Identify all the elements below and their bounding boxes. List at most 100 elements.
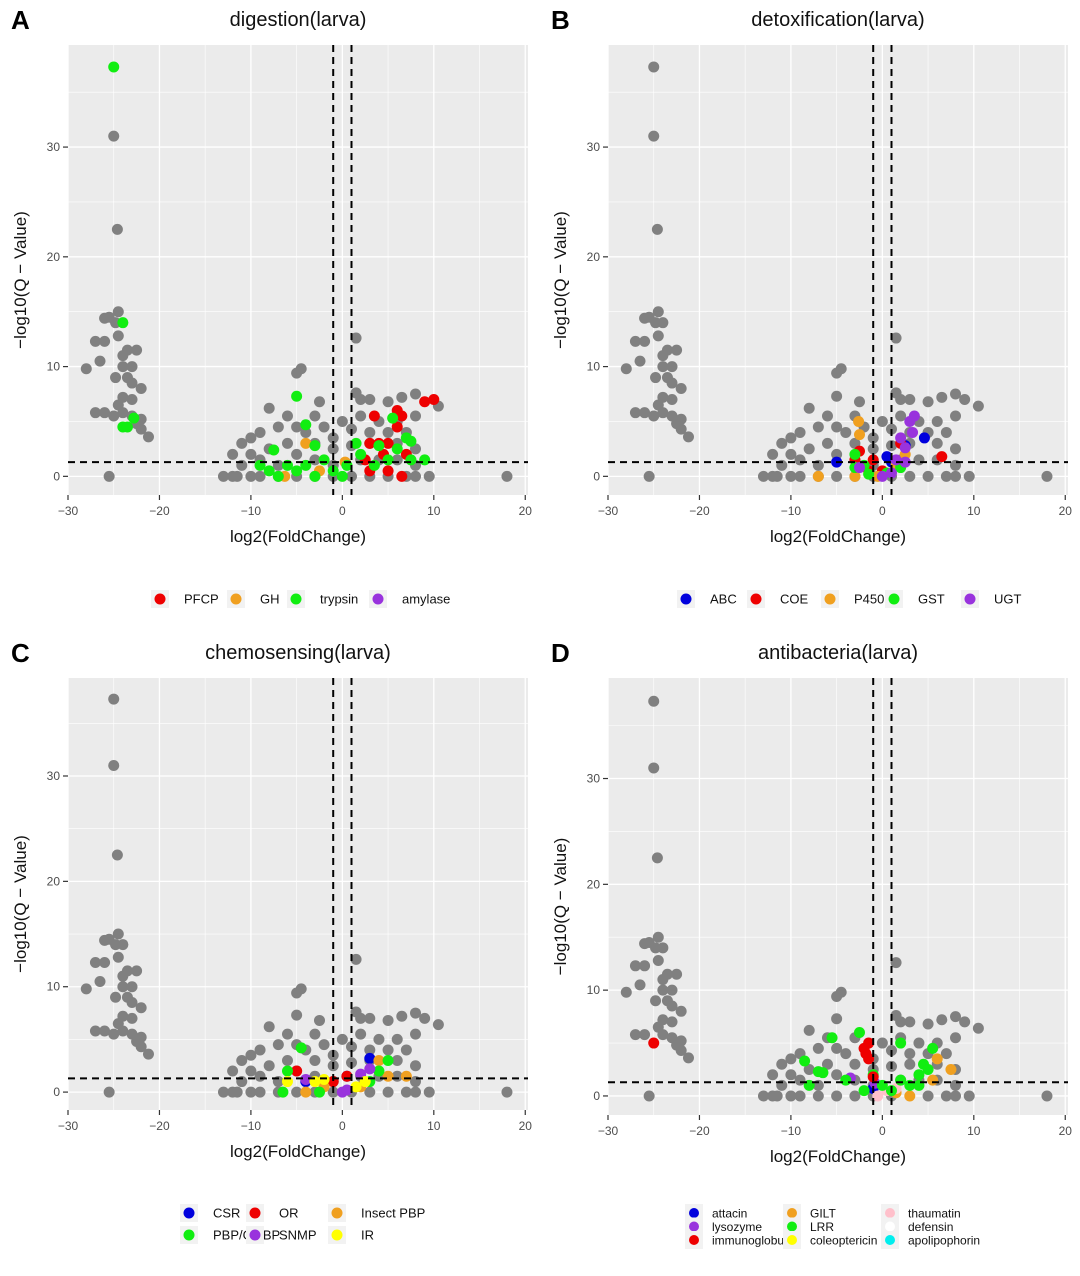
y-tick-label: 20 [587,877,601,891]
point-other [231,470,243,482]
point-other [99,1025,111,1037]
point-other [410,1028,422,1040]
point-trypsin [291,465,303,477]
point-other [263,1021,275,1033]
point-other [272,421,284,433]
point-other [652,931,664,943]
point-ugt [885,467,897,479]
point-other [336,1033,348,1045]
point-other [643,470,655,482]
point-or [291,1065,303,1077]
legend-marker [787,1208,797,1218]
point-other [963,1090,975,1102]
point-other [309,1028,321,1040]
x-tick-label: 0 [339,1119,346,1133]
point-other [666,361,678,373]
legend-item: GH [227,590,280,608]
point-other [410,410,422,422]
point-pfcp [396,470,408,482]
legend-label: LRR [810,1220,834,1234]
point-other [794,1090,806,1102]
point-snmp [341,1084,353,1096]
point-other [126,394,138,406]
legend-marker [787,1221,797,1232]
points [620,695,1053,1102]
legend-label: GH [260,592,280,607]
point-other [126,361,138,373]
point-other [657,361,669,373]
y-axis-label: −log10(Q − Value) [11,835,30,973]
panel-c: −30 −20 −10 0 10 20 0 10 20 30 chemosensing(larva)… [11,638,532,1244]
point-other [117,1025,129,1037]
point-other [103,1086,115,1098]
point-other [350,332,362,344]
point-other [117,939,129,951]
point-other [652,955,664,967]
y-axis-label: −log10(Q − Value) [551,838,570,976]
point-other [227,448,239,460]
x-tick-label: −10 [781,1124,802,1138]
point-other [281,437,293,449]
legend-label: defensin [908,1220,953,1234]
point-other [666,1016,678,1028]
point-other [785,1069,797,1081]
point-pbp-gobp [373,1065,385,1077]
legend-marker [290,593,302,605]
point-trypsin [300,419,312,431]
point-other [419,1012,431,1024]
point-other [318,421,330,433]
point-snmp [364,1063,376,1075]
x-tick-label: −10 [241,1119,262,1133]
point-other [657,407,669,419]
point-other [245,1065,257,1077]
y-tick-label: 20 [47,250,61,264]
point-insect-pbp [400,1070,412,1082]
point-other [890,332,902,344]
point-other [666,1000,678,1012]
point-other [300,426,312,438]
legend-label: lysozyme [712,1220,762,1234]
point-other [639,960,651,972]
point-other [396,1010,408,1022]
legend-label: attacin [712,1207,747,1221]
point-other [309,1054,321,1066]
x-tick-label: −30 [58,504,79,518]
point-other [217,1086,229,1098]
point-trypsin [318,454,330,466]
point-other [135,383,147,395]
point-other [831,990,843,1002]
point-other [254,1044,266,1056]
point-other [410,470,422,482]
point-other [812,1090,824,1102]
y-tick-label: 10 [47,360,61,374]
point-other [364,394,376,406]
y-tick-label: 0 [53,1085,60,1099]
y-tick-label: 0 [593,469,600,483]
legend-item: coleoptericin [783,1231,877,1249]
point-pbp-gobp [295,1042,307,1054]
point-pbp-gobp [281,1065,293,1077]
point-other [657,974,669,986]
point-other [126,377,138,389]
legend-label: amylase [402,592,450,607]
point-other [785,1053,797,1065]
point-other [803,443,815,455]
panel-letter: A [11,5,30,35]
point-other [895,1016,907,1028]
legend-label: GST [918,592,945,607]
point-other [423,1086,435,1098]
point-other [831,1069,843,1081]
point-lrr [826,1032,838,1044]
y-tick-label: 10 [587,360,601,374]
x-tick-label: 0 [339,504,346,518]
point-other [895,394,907,406]
point-other [313,396,325,408]
point-other [254,426,266,438]
point-other [904,1058,916,1070]
point-p450 [853,429,865,441]
point-other [785,432,797,444]
point-other [650,995,662,1007]
point-other [831,1042,843,1054]
point-other [364,1044,376,1056]
point-other [853,396,865,408]
